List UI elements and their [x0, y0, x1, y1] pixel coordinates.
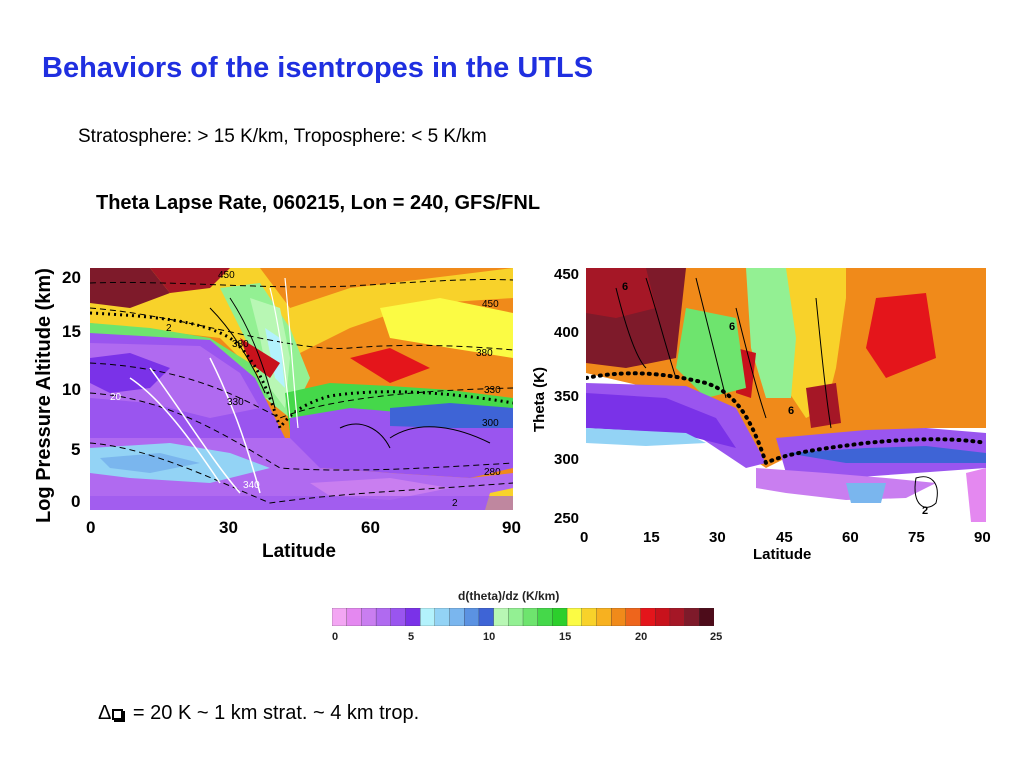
colorbar-swatch [478, 608, 495, 626]
left-x-tick: 30 [219, 518, 238, 537]
left-contour-label: 300 [482, 418, 499, 429]
right-plot-field: 6 6 6 2 [586, 268, 986, 522]
colorbar-swatch [655, 608, 671, 626]
left-contour-label: 330 [484, 385, 501, 396]
colorbar-swatch [699, 608, 714, 626]
right-y-tick: 300 [554, 451, 580, 468]
left-x-axis-label: Latitude [262, 541, 336, 562]
colorbar-swatch [684, 608, 700, 626]
left-contour-label: 340 [243, 480, 260, 491]
colorbar-swatch [640, 608, 656, 626]
delta-symbol: Δ [98, 702, 112, 724]
right-contour-label: 2 [922, 505, 928, 517]
left-y-tick: 15 [62, 322, 81, 341]
right-y-tick: 250 [554, 510, 580, 527]
colorbar-swatch [625, 608, 641, 626]
right-y-axis-label: Theta (K) [531, 367, 548, 432]
colorbar-tick: 25 [710, 631, 723, 643]
right-x-axis-label: Latitude [753, 546, 812, 563]
left-plot-field: 450 450 380 380 330 330 300 280 20 2 2 3… [90, 268, 513, 510]
colorbar-swatch [508, 608, 524, 626]
right-contour-label: 6 [788, 405, 794, 417]
colorbar-swatch [669, 608, 686, 626]
colorbar-swatch [390, 608, 406, 626]
left-contour-label: 450 [218, 270, 235, 281]
colorbar-tick: 20 [635, 631, 648, 643]
left-contour-label: 330 [227, 397, 244, 408]
colorbar-swatch [522, 608, 539, 626]
right-x-tick: 75 [908, 529, 925, 546]
colorbar-title: d(theta)/dz (K/km) [458, 589, 560, 603]
colorbar-swatch [361, 608, 377, 626]
left-x-tick: 60 [361, 518, 380, 537]
colorbar-swatch [464, 608, 480, 626]
colorbar [332, 608, 714, 626]
left-y-tick: 0 [71, 492, 81, 511]
colorbar-swatch [610, 608, 627, 626]
right-contour-label: 6 [729, 321, 735, 333]
right-x-tick: 60 [842, 529, 859, 546]
left-contour-label: 20 [110, 392, 122, 403]
colorbar-swatch [375, 608, 392, 626]
left-y-tick: 5 [71, 440, 81, 459]
colorbar-tick: 15 [559, 631, 572, 643]
left-contour-label: 2 [452, 498, 458, 509]
right-x-tick: 15 [643, 529, 660, 546]
colorbar-tick: 5 [408, 631, 415, 643]
right-y-tick: 350 [554, 388, 580, 405]
left-y-tick: 10 [62, 380, 81, 399]
colorbar-swatch [346, 608, 362, 626]
left-y-axis-label: Log Pressure Altitude (km) [33, 268, 55, 523]
left-contour-label: 280 [484, 467, 501, 478]
right-x-tick: 45 [776, 529, 793, 546]
colorbar-swatch [405, 608, 421, 626]
colorbar-swatch [449, 608, 465, 626]
colorbar-swatch [537, 608, 553, 626]
colorbar-swatch [434, 608, 450, 626]
right-contour-plot: 6 6 6 2 [586, 268, 986, 522]
right-x-tick: 0 [580, 529, 589, 546]
right-y-tick: 450 [554, 266, 580, 283]
right-x-tick: 90 [974, 529, 991, 546]
colorbar-tick: 0 [332, 631, 339, 643]
colorbar-swatch [420, 608, 436, 626]
left-contour-label: 450 [482, 299, 499, 310]
right-x-tick: 30 [709, 529, 726, 546]
left-contour-label: 380 [476, 348, 493, 359]
left-x-tick: 90 [502, 518, 521, 537]
footer-note: Δ = 20 K ~ 1 km strat. ~ 4 km trop. [98, 702, 419, 725]
right-contour-label: 6 [622, 281, 628, 293]
right-y-tick: 400 [554, 324, 580, 341]
left-y-tick: 20 [62, 268, 81, 287]
left-contour-label: 2 [166, 323, 172, 334]
slide-subtitle: Stratosphere: > 15 K/km, Troposphere: < … [78, 126, 487, 147]
colorbar-tick: 10 [483, 631, 496, 643]
slide-title: Behaviors of the isentropes in the UTLS [42, 52, 594, 84]
figure-title: Theta Lapse Rate, 060215, Lon = 240, GFS… [96, 192, 541, 214]
colorbar-swatch [552, 608, 568, 626]
colorbar-swatch [493, 608, 509, 626]
theta-box-icon [112, 709, 124, 720]
left-x-tick: 0 [86, 518, 96, 537]
footer-text: = 20 K ~ 1 km strat. ~ 4 km trop. [127, 702, 420, 724]
left-contour-label: 380 [232, 339, 249, 350]
colorbar-swatch [566, 608, 583, 626]
colorbar-swatch [596, 608, 612, 626]
left-contour-plot: 450 450 380 380 330 330 300 280 20 2 2 3… [90, 268, 513, 510]
colorbar-swatch [332, 608, 348, 626]
colorbar-swatch [581, 608, 597, 626]
